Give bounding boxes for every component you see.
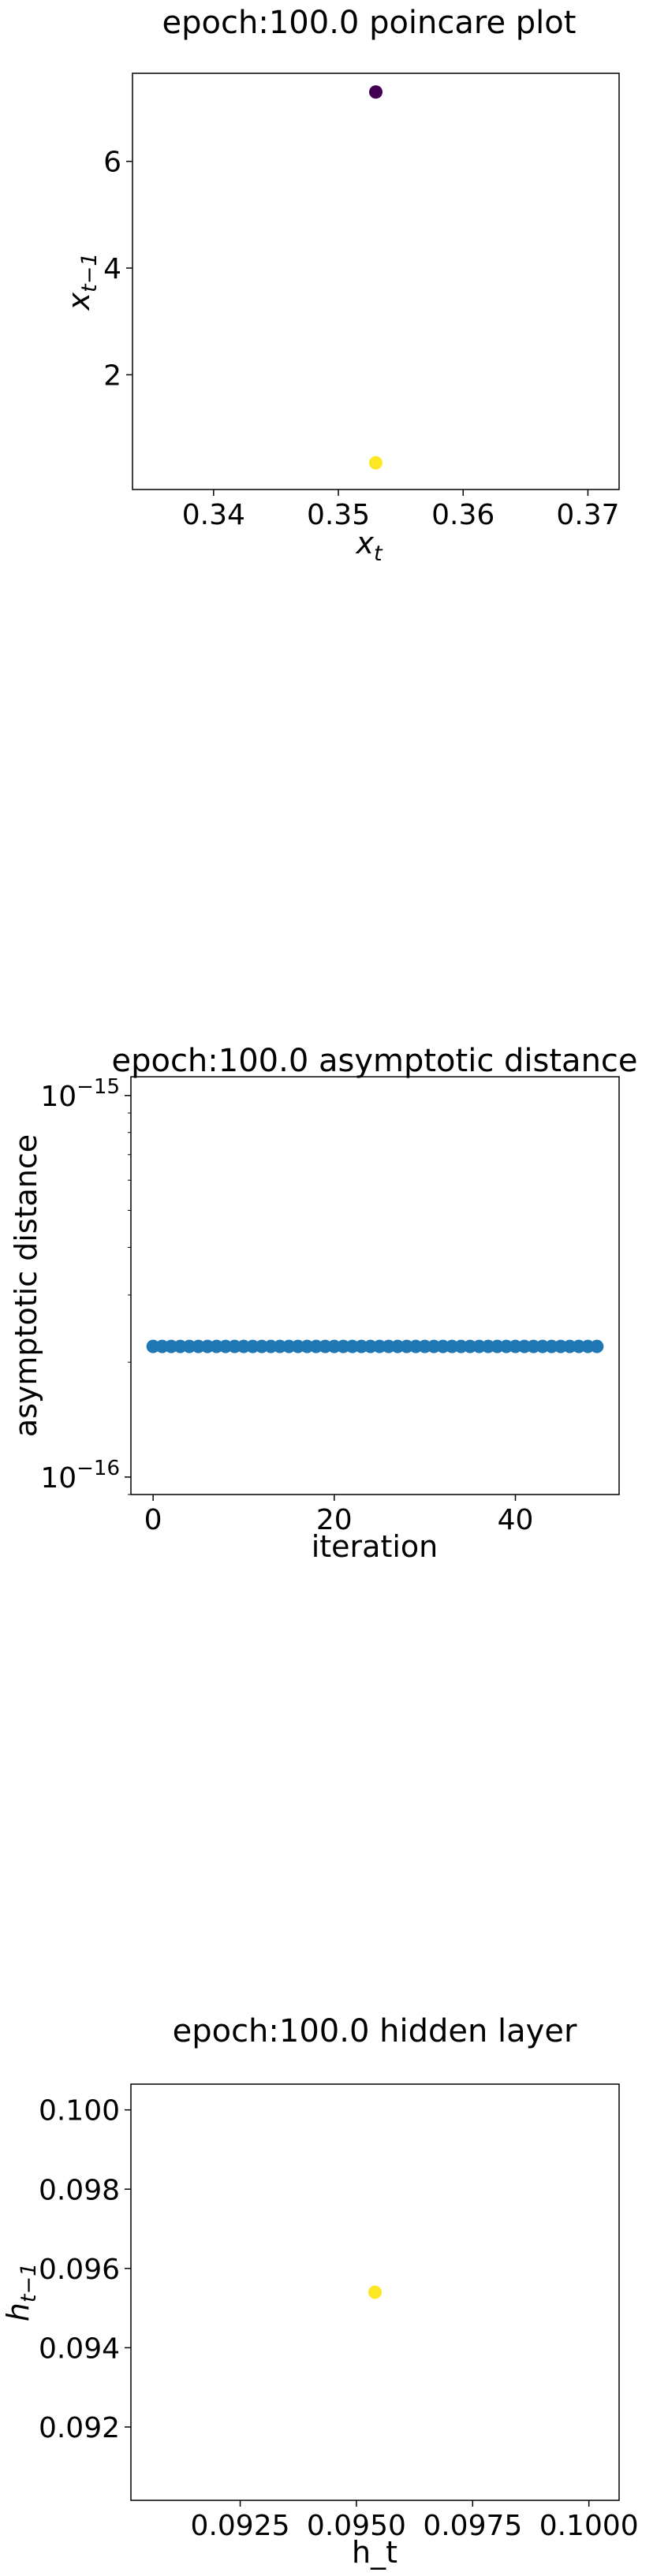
poincare-ylabel-sub: t−1 — [77, 253, 102, 292]
hidden-layer-chart: epoch:100.0 hidden layer 0.0925 0.0950 0.0… — [1, 2013, 639, 2570]
poincare-title: epoch:100.0 poincare plot — [162, 5, 577, 41]
hidden-layer-xtick-label: 0.1000 — [539, 2510, 639, 2542]
asymptotic-xtick-label: 40 — [498, 1504, 534, 1536]
hidden-layer-ytick-label: 0.100 — [39, 2095, 120, 2127]
hidden-layer-ylabel-sub: t−1 — [17, 2263, 41, 2302]
asymptotic-ytick-label: 10−15 — [40, 1075, 120, 1113]
poincare-data-point — [369, 456, 383, 470]
hidden-layer-ytick-label: 0.092 — [39, 2412, 120, 2444]
asymptotic-ytick-label: 10−16 — [40, 1457, 120, 1495]
poincare-ylabel: xt−1 — [62, 253, 102, 311]
asymptotic-ytick-exponent: −15 — [77, 1075, 120, 1099]
asymptotic-ytick-base: 10 — [40, 1081, 77, 1113]
poincare-chart: epoch:100.0 poincare plot 0.34 0.35 0.36 0.… — [62, 5, 620, 566]
poincare-points — [369, 85, 383, 470]
poincare-xlabel: xt — [355, 526, 383, 566]
hidden-layer-xtick-label: 0.0975 — [423, 2510, 522, 2542]
poincare-xtick-label: 0.37 — [556, 499, 619, 531]
asymptotic-xtick-label: 0 — [144, 1504, 162, 1536]
poincare-xtick-label: 0.34 — [182, 499, 245, 531]
asymptotic-points — [146, 1339, 604, 1353]
asymptotic-data-point — [590, 1339, 604, 1353]
poincare-xlabel-sub: t — [374, 542, 383, 566]
hidden-layer-ytick-label: 0.094 — [39, 2332, 120, 2365]
asymptotic-ylabel: asymptotic distance — [9, 1134, 43, 1437]
asymptotic-xtick-label: 20 — [316, 1504, 353, 1536]
asymptotic-xlabel: iteration — [312, 1529, 438, 1564]
hidden-layer-title: epoch:100.0 hidden layer — [173, 2013, 577, 2049]
poincare-ylabel-base: x — [62, 292, 96, 311]
hidden-layer-ytick-label: 0.096 — [39, 2254, 120, 2286]
hidden-layer-points — [368, 2285, 382, 2299]
poincare-ytick-label: 6 — [103, 147, 121, 179]
hidden-layer-xtick-label: 0.0950 — [307, 2510, 406, 2542]
hidden-layer-xlabel: h_t — [352, 2535, 397, 2570]
hidden-layer-ytick-label: 0.098 — [39, 2174, 120, 2206]
hidden-layer-xtick-label: 0.0925 — [191, 2510, 290, 2542]
asymptotic-title: epoch:100.0 asymptotic distance — [111, 1043, 637, 1079]
hidden-layer-ylabel: ht−1 — [1, 2263, 41, 2321]
hidden-layer-ticks: 0.0925 0.0950 0.0975 0.1000 0.092 0.094 0.096 0… — [39, 2095, 639, 2542]
asymptotic-chart: epoch:100.0 asymptotic distance 0 20 4010−… — [9, 1043, 638, 1564]
poincare-xtick-label: 0.36 — [431, 499, 494, 531]
poincare-ticks: 0.34 0.35 0.36 0.37 2 4 6 — [103, 147, 619, 531]
poincare-ytick-label: 2 — [103, 359, 121, 392]
asymptotic-ytick-exponent: −16 — [77, 1457, 120, 1480]
asymptotic-plot-frame — [130, 1076, 620, 1495]
poincare-data-point — [369, 85, 383, 99]
poincare-ytick-label: 4 — [103, 253, 121, 285]
hidden-layer-plot-frame — [130, 2083, 620, 2501]
poincare-plot-frame — [132, 73, 620, 490]
poincare-xtick-label: 0.35 — [307, 499, 370, 531]
hidden-layer-data-point — [368, 2285, 382, 2299]
poincare-xlabel-base: x — [355, 526, 374, 560]
hidden-layer-ylabel-base: h — [1, 2302, 35, 2321]
asymptotic-ytick-base: 10 — [40, 1462, 77, 1495]
